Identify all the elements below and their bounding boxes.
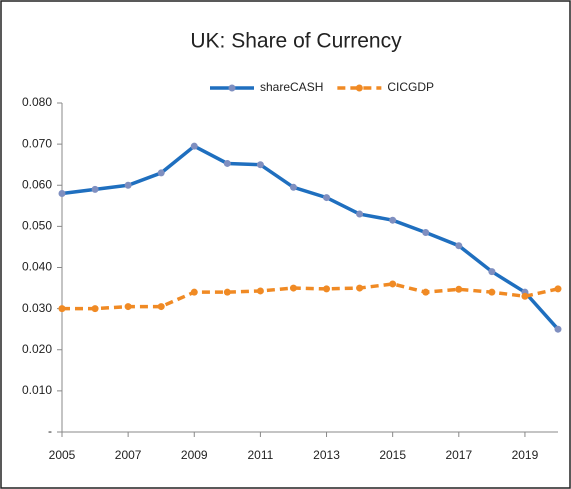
y-tick-label: 0.010 [22,383,52,397]
data-point [389,280,397,288]
data-point [455,242,463,250]
data-point [488,288,496,296]
x-tick-label: 2009 [181,448,208,462]
data-point [389,216,397,224]
data-point [521,292,529,300]
data-point [256,161,264,169]
data-point [554,325,562,333]
x-tick-label: 2017 [445,448,472,462]
y-tick-label: 0.050 [22,219,52,233]
series-line [61,144,560,331]
data-point [422,288,430,296]
data-point [223,159,231,167]
data-point [58,189,66,197]
data-point [256,287,264,295]
data-point [356,284,364,292]
x-tick-label: 2015 [379,448,406,462]
data-point [289,183,297,191]
data-point [157,303,165,311]
y-tick-label: 0.070 [22,136,52,150]
series-line [62,282,559,311]
data-point [91,185,99,193]
y-tick-label: 0.030 [22,301,52,315]
data-point [124,181,132,189]
x-tick-label: 2005 [49,448,76,462]
data-point [157,169,165,177]
legend-marker [355,84,363,92]
y-tick-label: 0.080 [22,95,52,109]
data-point [190,288,198,296]
x-tick-label: 2013 [313,448,340,462]
data-point [289,284,297,292]
y-tick-label: 0.020 [22,342,52,356]
x-tick-label: 2007 [115,448,142,462]
data-point [356,210,364,218]
data-point [554,285,562,293]
legend-label: CICGDP [387,80,434,94]
y-tick-label: 0.040 [22,260,52,274]
x-tick-label: 2011 [247,448,273,462]
data-point [422,229,430,237]
x-tick-label: 2019 [512,448,539,462]
data-point [91,305,99,313]
data-point [124,303,132,311]
legend-marker [228,84,236,92]
data-point [455,285,463,293]
data-point [323,285,331,293]
data-point [190,142,198,150]
data-point [488,268,496,276]
data-point [58,305,66,313]
y-tick-label: - [48,424,52,438]
legend-label: shareCASH [260,80,323,94]
y-tick-label: 0.060 [22,177,52,191]
data-point [223,288,231,296]
data-point [323,194,331,202]
chart-title: UK: Share of Currency [190,30,402,53]
